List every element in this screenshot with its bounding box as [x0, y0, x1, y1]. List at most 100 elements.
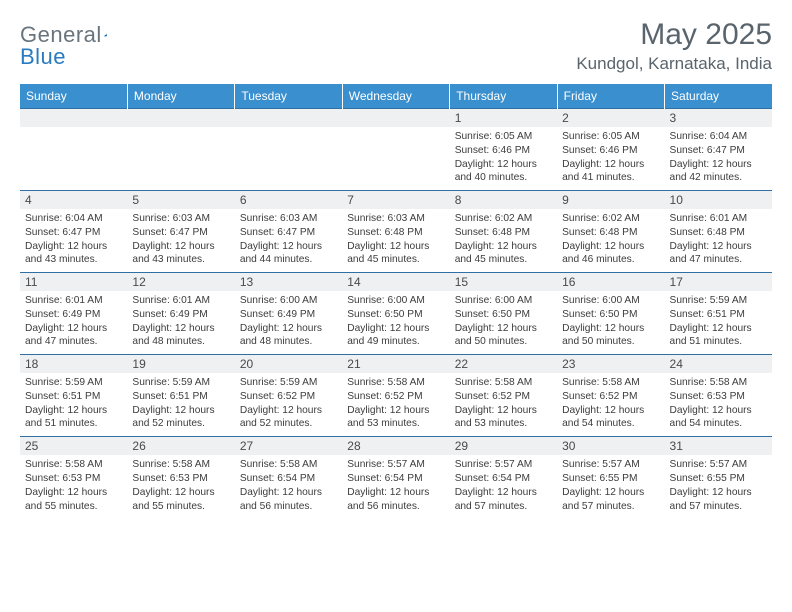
daylight-line: Daylight: 12 hours and 45 minutes. [455, 240, 552, 268]
sunrise-line: Sunrise: 5:57 AM [455, 458, 552, 472]
sunrise-line: Sunrise: 5:58 AM [562, 376, 659, 390]
day-number-bar: 14 [342, 273, 449, 291]
day-body: Sunrise: 6:05 AMSunset: 6:46 PMDaylight:… [450, 127, 557, 190]
sunset-line: Sunset: 6:48 PM [670, 226, 767, 240]
day-body: Sunrise: 6:02 AMSunset: 6:48 PMDaylight:… [450, 209, 557, 272]
day-number-bar: 3 [665, 109, 772, 127]
day-number: 3 [670, 111, 677, 125]
dow-header: Saturday [665, 84, 772, 109]
calendar-day-cell: 16Sunrise: 6:00 AMSunset: 6:50 PMDayligh… [557, 273, 664, 355]
sunrise-line: Sunrise: 6:01 AM [25, 294, 122, 308]
day-body-empty [127, 127, 234, 187]
sunset-line: Sunset: 6:48 PM [455, 226, 552, 240]
day-number: 11 [25, 275, 37, 289]
day-number-bar: 19 [127, 355, 234, 373]
dow-header: Monday [127, 84, 234, 109]
day-body: Sunrise: 5:59 AMSunset: 6:52 PMDaylight:… [235, 373, 342, 436]
day-number: 31 [670, 439, 683, 453]
day-number-bar: 5 [127, 191, 234, 209]
sunrise-line: Sunrise: 6:05 AM [562, 130, 659, 144]
daylight-line: Daylight: 12 hours and 54 minutes. [670, 404, 767, 432]
day-number-bar: 10 [665, 191, 772, 209]
day-number-bar: 9 [557, 191, 664, 209]
sunset-line: Sunset: 6:55 PM [562, 472, 659, 486]
calendar-day-cell: 1Sunrise: 6:05 AMSunset: 6:46 PMDaylight… [450, 109, 557, 191]
sunrise-line: Sunrise: 5:58 AM [132, 458, 229, 472]
day-number-bar: 17 [665, 273, 772, 291]
day-number: 23 [562, 357, 575, 371]
daylight-line: Daylight: 12 hours and 51 minutes. [670, 322, 767, 350]
day-body-empty [20, 127, 127, 187]
calendar-day-cell: 24 Sunrise: 5:58 AMSunset: 6:53 PMDayligh… [665, 355, 772, 437]
day-number: 4 [25, 193, 32, 207]
calendar-day-cell: 29Sunrise: 5:57 AMSunset: 6:54 PMDayligh… [450, 437, 557, 519]
sunrise-line: Sunrise: 6:03 AM [240, 212, 337, 226]
day-number: 17 [670, 275, 683, 289]
daylight-line: Daylight: 12 hours and 43 minutes. [25, 240, 122, 268]
daylight-line: Daylight: 12 hours and 51 minutes. [25, 404, 122, 432]
calendar-day-cell: 22Sunrise: 5:58 AMSunset: 6:52 PMDayligh… [450, 355, 557, 437]
dow-header: Wednesday [342, 84, 449, 109]
sunset-line: Sunset: 6:53 PM [670, 390, 767, 404]
sunset-line: Sunset: 6:52 PM [455, 390, 552, 404]
day-body: Sunrise: 5:59 AMSunset: 6:51 PMDaylight:… [665, 291, 772, 354]
day-body: Sunrise: 5:58 AMSunset: 6:53 PMDaylight:… [127, 455, 234, 518]
sunset-line: Sunset: 6:51 PM [132, 390, 229, 404]
day-number-bar: 24 [665, 355, 772, 373]
day-body: Sunrise: 5:58 AMSunset: 6:52 PMDaylight:… [342, 373, 449, 436]
sunset-line: Sunset: 6:52 PM [347, 390, 444, 404]
calendar-day-cell: 23Sunrise: 5:58 AMSunset: 6:52 PMDayligh… [557, 355, 664, 437]
day-number: 27 [240, 439, 253, 453]
day-number: 10 [670, 193, 683, 207]
daylight-line: Daylight: 12 hours and 52 minutes. [240, 404, 337, 432]
sunrise-line: Sunrise: 6:03 AM [132, 212, 229, 226]
calendar-day-cell [127, 109, 234, 191]
day-number-bar: 21 [342, 355, 449, 373]
daylight-line: Daylight: 12 hours and 57 minutes. [562, 486, 659, 514]
sunset-line: Sunset: 6:46 PM [455, 144, 552, 158]
day-number: 6 [240, 193, 247, 207]
day-number-bar [342, 109, 449, 127]
sunrise-line: Sunrise: 5:57 AM [347, 458, 444, 472]
header-right: May 2025 Kundgol, Karnataka, India [576, 18, 772, 74]
day-number: 12 [132, 275, 145, 289]
calendar-day-cell: 13Sunrise: 6:00 AMSunset: 6:49 PMDayligh… [235, 273, 342, 355]
month-title: May 2025 [576, 18, 772, 52]
day-body: Sunrise: 6:01 AMSunset: 6:49 PMDaylight:… [20, 291, 127, 354]
sunset-line: Sunset: 6:46 PM [562, 144, 659, 158]
day-body: Sunrise: 6:00 AMSunset: 6:49 PMDaylight:… [235, 291, 342, 354]
day-body: Sunrise: 6:02 AMSunset: 6:48 PMDaylight:… [557, 209, 664, 272]
sunrise-line: Sunrise: 5:58 AM [25, 458, 122, 472]
day-body: Sunrise: 6:03 AMSunset: 6:47 PMDaylight:… [127, 209, 234, 272]
sunset-line: Sunset: 6:53 PM [132, 472, 229, 486]
calendar-day-cell: 7Sunrise: 6:03 AMSunset: 6:48 PMDaylight… [342, 191, 449, 273]
day-body: Sunrise: 5:57 AMSunset: 6:55 PMDaylight:… [665, 455, 772, 518]
daylight-line: Daylight: 12 hours and 50 minutes. [455, 322, 552, 350]
daylight-line: Daylight: 12 hours and 43 minutes. [132, 240, 229, 268]
dow-header: Thursday [450, 84, 557, 109]
day-number: 24 [670, 357, 683, 371]
dow-header: Sunday [20, 84, 127, 109]
day-body: Sunrise: 5:58 AMSunset: 6:52 PMDaylight:… [450, 373, 557, 436]
day-number: 9 [562, 193, 569, 207]
day-body: Sunrise: 5:59 AMSunset: 6:51 PMDaylight:… [127, 373, 234, 436]
daylight-line: Daylight: 12 hours and 44 minutes. [240, 240, 337, 268]
daylight-line: Daylight: 12 hours and 56 minutes. [347, 486, 444, 514]
daylight-line: Daylight: 12 hours and 55 minutes. [132, 486, 229, 514]
daylight-line: Daylight: 12 hours and 57 minutes. [670, 486, 767, 514]
day-number: 7 [347, 193, 354, 207]
sunrise-line: Sunrise: 6:00 AM [347, 294, 444, 308]
sunset-line: Sunset: 6:49 PM [25, 308, 122, 322]
day-number: 16 [562, 275, 575, 289]
day-number-bar: 30 [557, 437, 664, 455]
sunset-line: Sunset: 6:55 PM [670, 472, 767, 486]
daylight-line: Daylight: 12 hours and 53 minutes. [455, 404, 552, 432]
day-body: Sunrise: 5:58 AMSunset: 6:53 PMDaylight:… [665, 373, 772, 436]
day-number-bar: 12 [127, 273, 234, 291]
calendar-day-cell: 12 Sunrise: 6:01 AMSunset: 6:49 PMDayligh… [127, 273, 234, 355]
calendar-day-cell [342, 109, 449, 191]
sunset-line: Sunset: 6:50 PM [455, 308, 552, 322]
day-body: Sunrise: 5:58 AMSunset: 6:54 PMDaylight:… [235, 455, 342, 518]
day-body: Sunrise: 6:01 AMSunset: 6:49 PMDaylight:… [127, 291, 234, 354]
sunset-line: Sunset: 6:48 PM [562, 226, 659, 240]
